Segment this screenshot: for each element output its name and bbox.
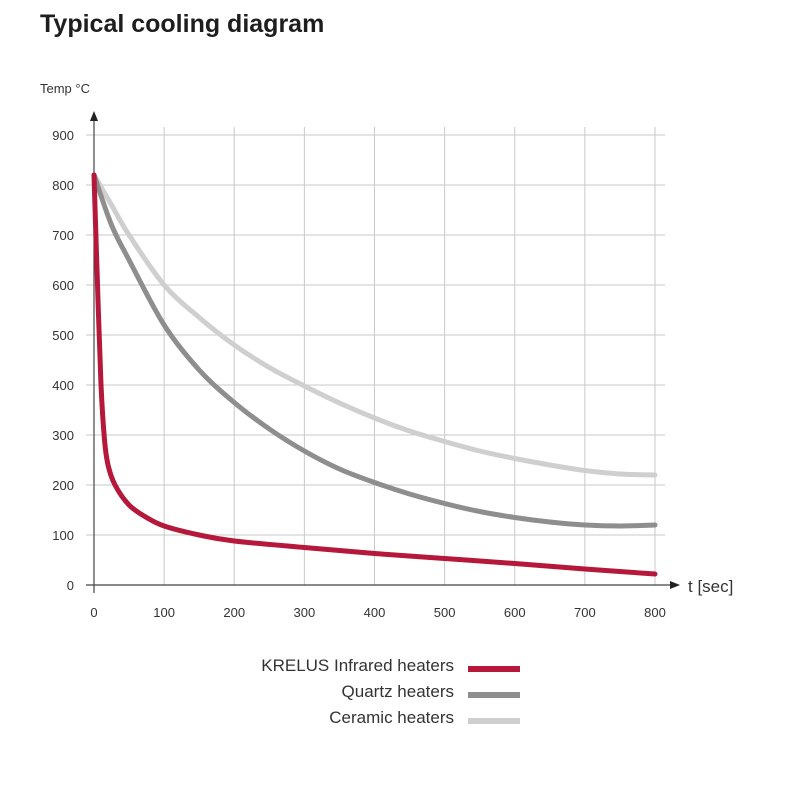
x-tick-label: 0 <box>90 605 97 620</box>
y-tick-label: 0 <box>67 578 74 593</box>
chart-series <box>91 172 658 577</box>
x-tick-label: 600 <box>504 605 526 620</box>
legend-label: Ceramic heaters <box>329 708 454 727</box>
x-tick-label: 700 <box>574 605 596 620</box>
chart-grid <box>86 127 665 585</box>
x-tick-label: 800 <box>644 605 666 620</box>
y-tick-label: 900 <box>52 128 74 143</box>
series-line-quartz-heaters <box>91 172 658 529</box>
y-tick-label: 500 <box>52 328 74 343</box>
x-tick-label: 400 <box>364 605 386 620</box>
series-line-ceramic-heaters <box>91 172 658 478</box>
y-tick-label: 800 <box>52 178 74 193</box>
x-tick-label: 500 <box>434 605 456 620</box>
series-line-krelus-infrared-heaters <box>91 172 658 577</box>
y-tick-label: 600 <box>52 278 74 293</box>
y-tick-label: 300 <box>52 428 74 443</box>
y-tick-label: 700 <box>52 228 74 243</box>
chart-axes <box>86 111 680 593</box>
y-tick-label: 100 <box>52 528 74 543</box>
legend-label: Quartz heaters <box>342 682 454 701</box>
x-axis-label: t [sec] <box>688 577 733 596</box>
y-tick-label: 200 <box>52 478 74 493</box>
y-axis-label: Temp °C <box>40 81 90 96</box>
x-axis-arrow <box>670 581 680 589</box>
x-tick-label: 300 <box>294 605 316 620</box>
chart-title: Typical cooling diagram <box>40 10 325 38</box>
y-axis-arrow <box>90 111 98 121</box>
chart-legend: KRELUS Infrared heaters Quartz heaters Cer… <box>261 656 520 727</box>
x-tick-label: 100 <box>153 605 175 620</box>
legend-label: KRELUS Infrared heaters <box>261 656 454 675</box>
x-tick-label: 200 <box>223 605 245 620</box>
chart-ticks: 0 100 200 300 400 500 600 700 800 0 100 200 300 400 50… <box>52 128 666 620</box>
y-tick-label: 400 <box>52 378 74 393</box>
